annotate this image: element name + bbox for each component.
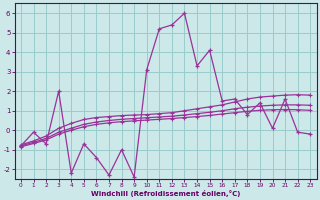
- X-axis label: Windchill (Refroidissement éolien,°C): Windchill (Refroidissement éolien,°C): [91, 190, 240, 197]
